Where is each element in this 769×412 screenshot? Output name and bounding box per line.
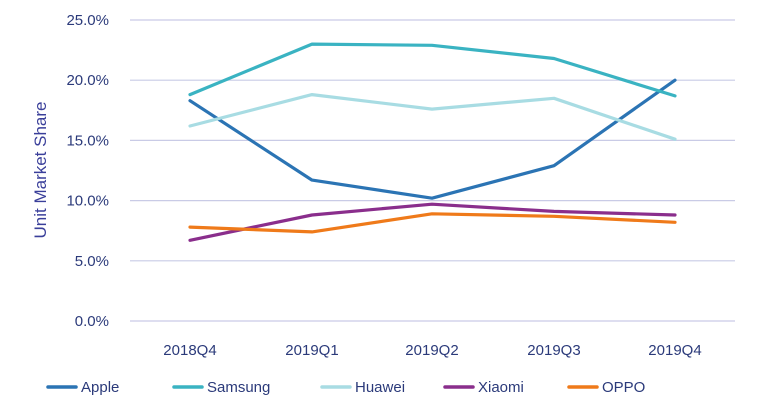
series-line-huawei [188,92,677,141]
legend-item-huawei: Huawei [320,379,405,396]
y-tick-label: 20.0% [66,72,109,89]
y-tick-label: 25.0% [66,12,109,29]
legend-label: Samsung [207,379,270,396]
y-tick-label: 10.0% [66,193,109,210]
x-tick-label: 2019Q4 [648,342,701,359]
y-axis-ticks: 0.0% 5.0% 10.0% 15.0% 20.0% 25.0% [66,12,109,330]
x-tick-label: 2019Q1 [285,342,338,359]
legend-item-apple: Apple [46,379,119,396]
legend-label: OPPO [602,379,645,396]
legend-label: Apple [81,379,119,396]
series-line-xiaomi [188,202,677,242]
legend: Apple Samsung Huawei Xiaomi OPPO [46,379,645,396]
legend-item-oppo: OPPO [567,379,645,396]
y-tick-label: 5.0% [75,253,109,270]
series-line-oppo [188,212,677,234]
x-tick-label: 2018Q4 [163,342,216,359]
gridlines [130,19,735,322]
legend-item-samsung: Samsung [172,379,270,396]
x-axis-ticks: 2018Q4 2019Q1 2019Q2 2019Q3 2019Q4 [163,342,701,359]
x-tick-label: 2019Q2 [405,342,458,359]
series-line-apple [188,78,677,200]
legend-item-xiaomi: Xiaomi [443,379,524,396]
series-line-samsung [188,42,677,98]
y-tick-label: 15.0% [66,132,109,149]
x-tick-label: 2019Q3 [527,342,580,359]
legend-label: Huawei [355,379,405,396]
y-tick-label: 0.0% [75,313,109,330]
legend-label: Xiaomi [478,379,524,396]
y-axis-label: Unit Market Share [31,102,50,239]
series-lines [188,42,677,242]
